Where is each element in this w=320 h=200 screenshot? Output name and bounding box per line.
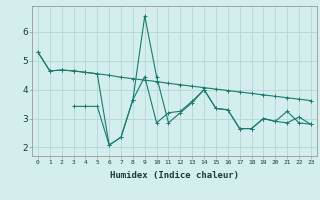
X-axis label: Humidex (Indice chaleur): Humidex (Indice chaleur): [110, 171, 239, 180]
